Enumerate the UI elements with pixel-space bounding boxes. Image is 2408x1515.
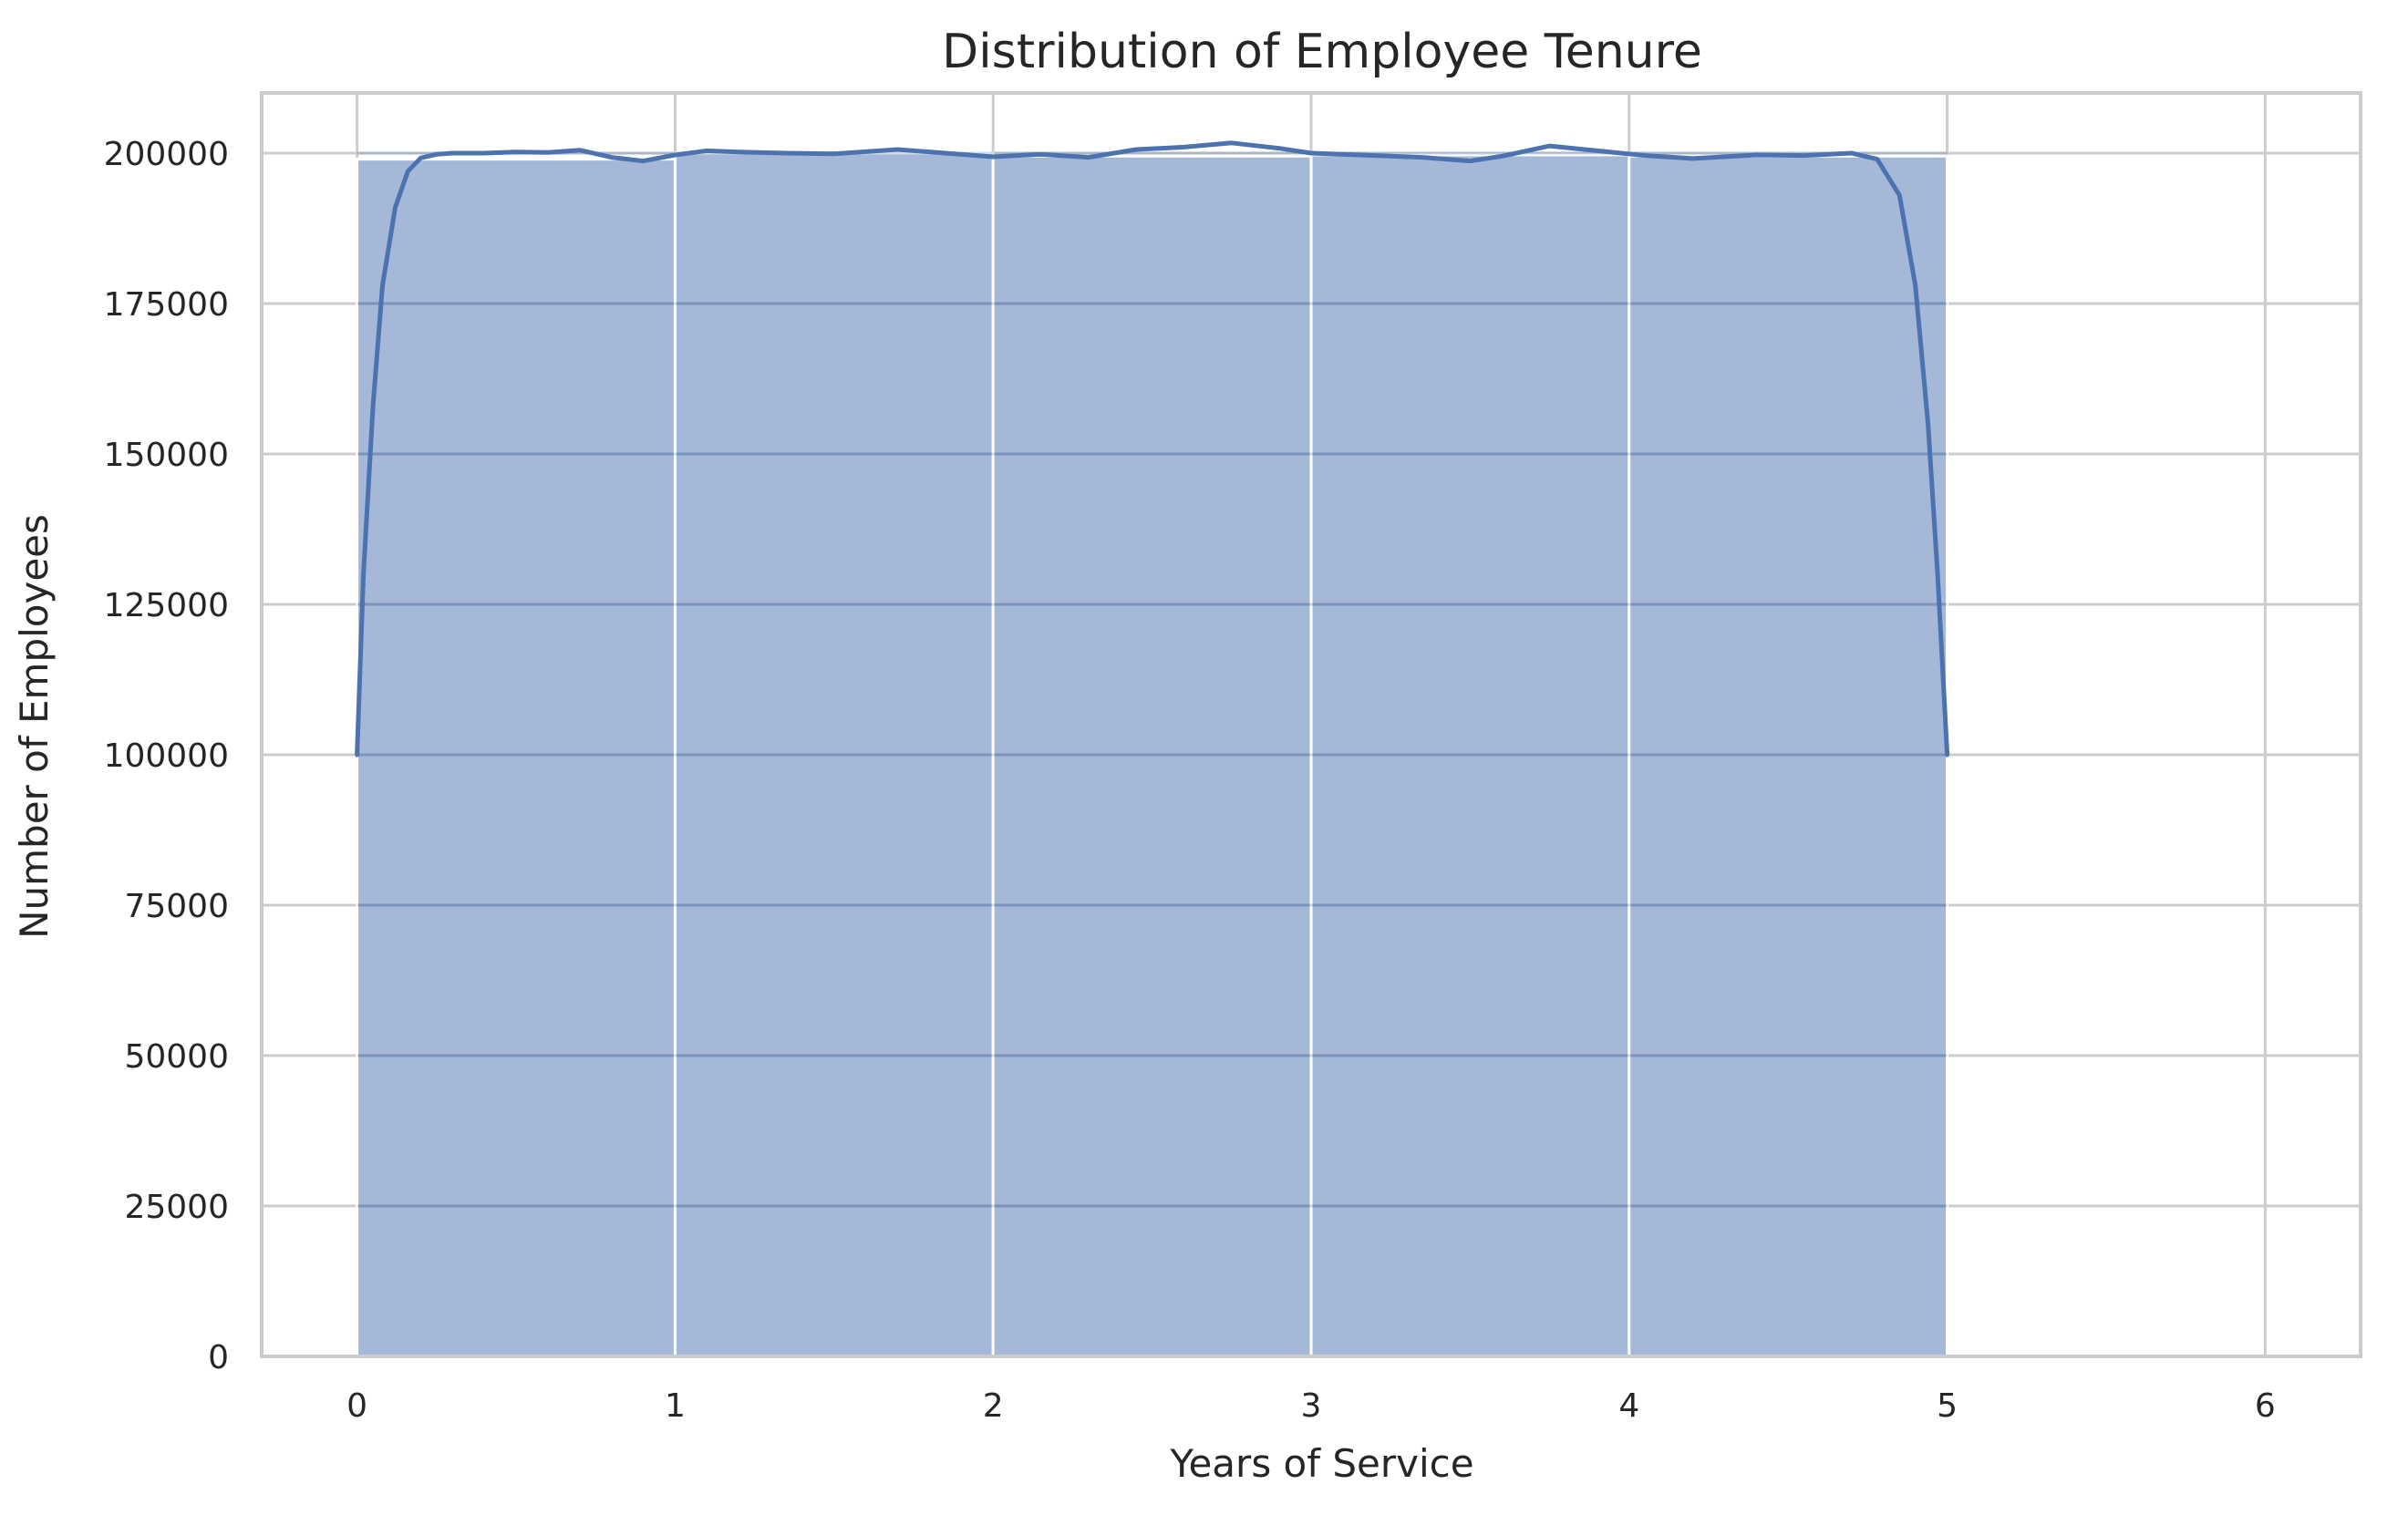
histogram-bars	[356, 151, 1949, 1358]
x-tick-label: 3	[1301, 1387, 1322, 1425]
y-tick-label: 125000	[104, 587, 229, 624]
x-tick-label: 5	[1937, 1387, 1958, 1425]
x-tick-label: 1	[665, 1387, 686, 1425]
y-tick-label: 50000	[124, 1038, 229, 1076]
y-tick-label: 100000	[104, 737, 229, 775]
x-tick-labels: 0 1 2 3 4 5 6	[346, 1387, 2276, 1425]
axes-frame	[260, 91, 2362, 1358]
axes-border	[260, 91, 2362, 1358]
x-tick-label: 2	[983, 1387, 1004, 1425]
y-tick-label: 0	[208, 1339, 229, 1376]
y-tick-label: 150000	[104, 437, 229, 474]
histogram-bar	[1628, 154, 1949, 1358]
kde-line	[355, 140, 1950, 758]
y-tick-labels: 0 25000 50000 75000 100000 125000 150000 175000…	[104, 136, 229, 1376]
y-tick-label: 75000	[124, 888, 229, 925]
x-axis-label: Years of Service	[1169, 1441, 1473, 1486]
histogram-bar	[356, 158, 677, 1358]
x-tick-label: 4	[1618, 1387, 1639, 1425]
chart-title: Distribution of Employee Tenure	[942, 25, 1702, 79]
histogram-bar	[991, 154, 1313, 1358]
y-tick-label: 175000	[104, 286, 229, 324]
kde-curve	[355, 140, 1950, 758]
grid-overlay	[357, 151, 1948, 1208]
y-tick-label: 200000	[104, 136, 229, 173]
x-tick-label: 0	[346, 1387, 367, 1425]
y-axis-label: Number of Employees	[12, 514, 57, 939]
histogram-bar	[1309, 153, 1631, 1358]
x-tick-label: 6	[2255, 1387, 2276, 1425]
y-tick-label: 25000	[124, 1189, 229, 1226]
